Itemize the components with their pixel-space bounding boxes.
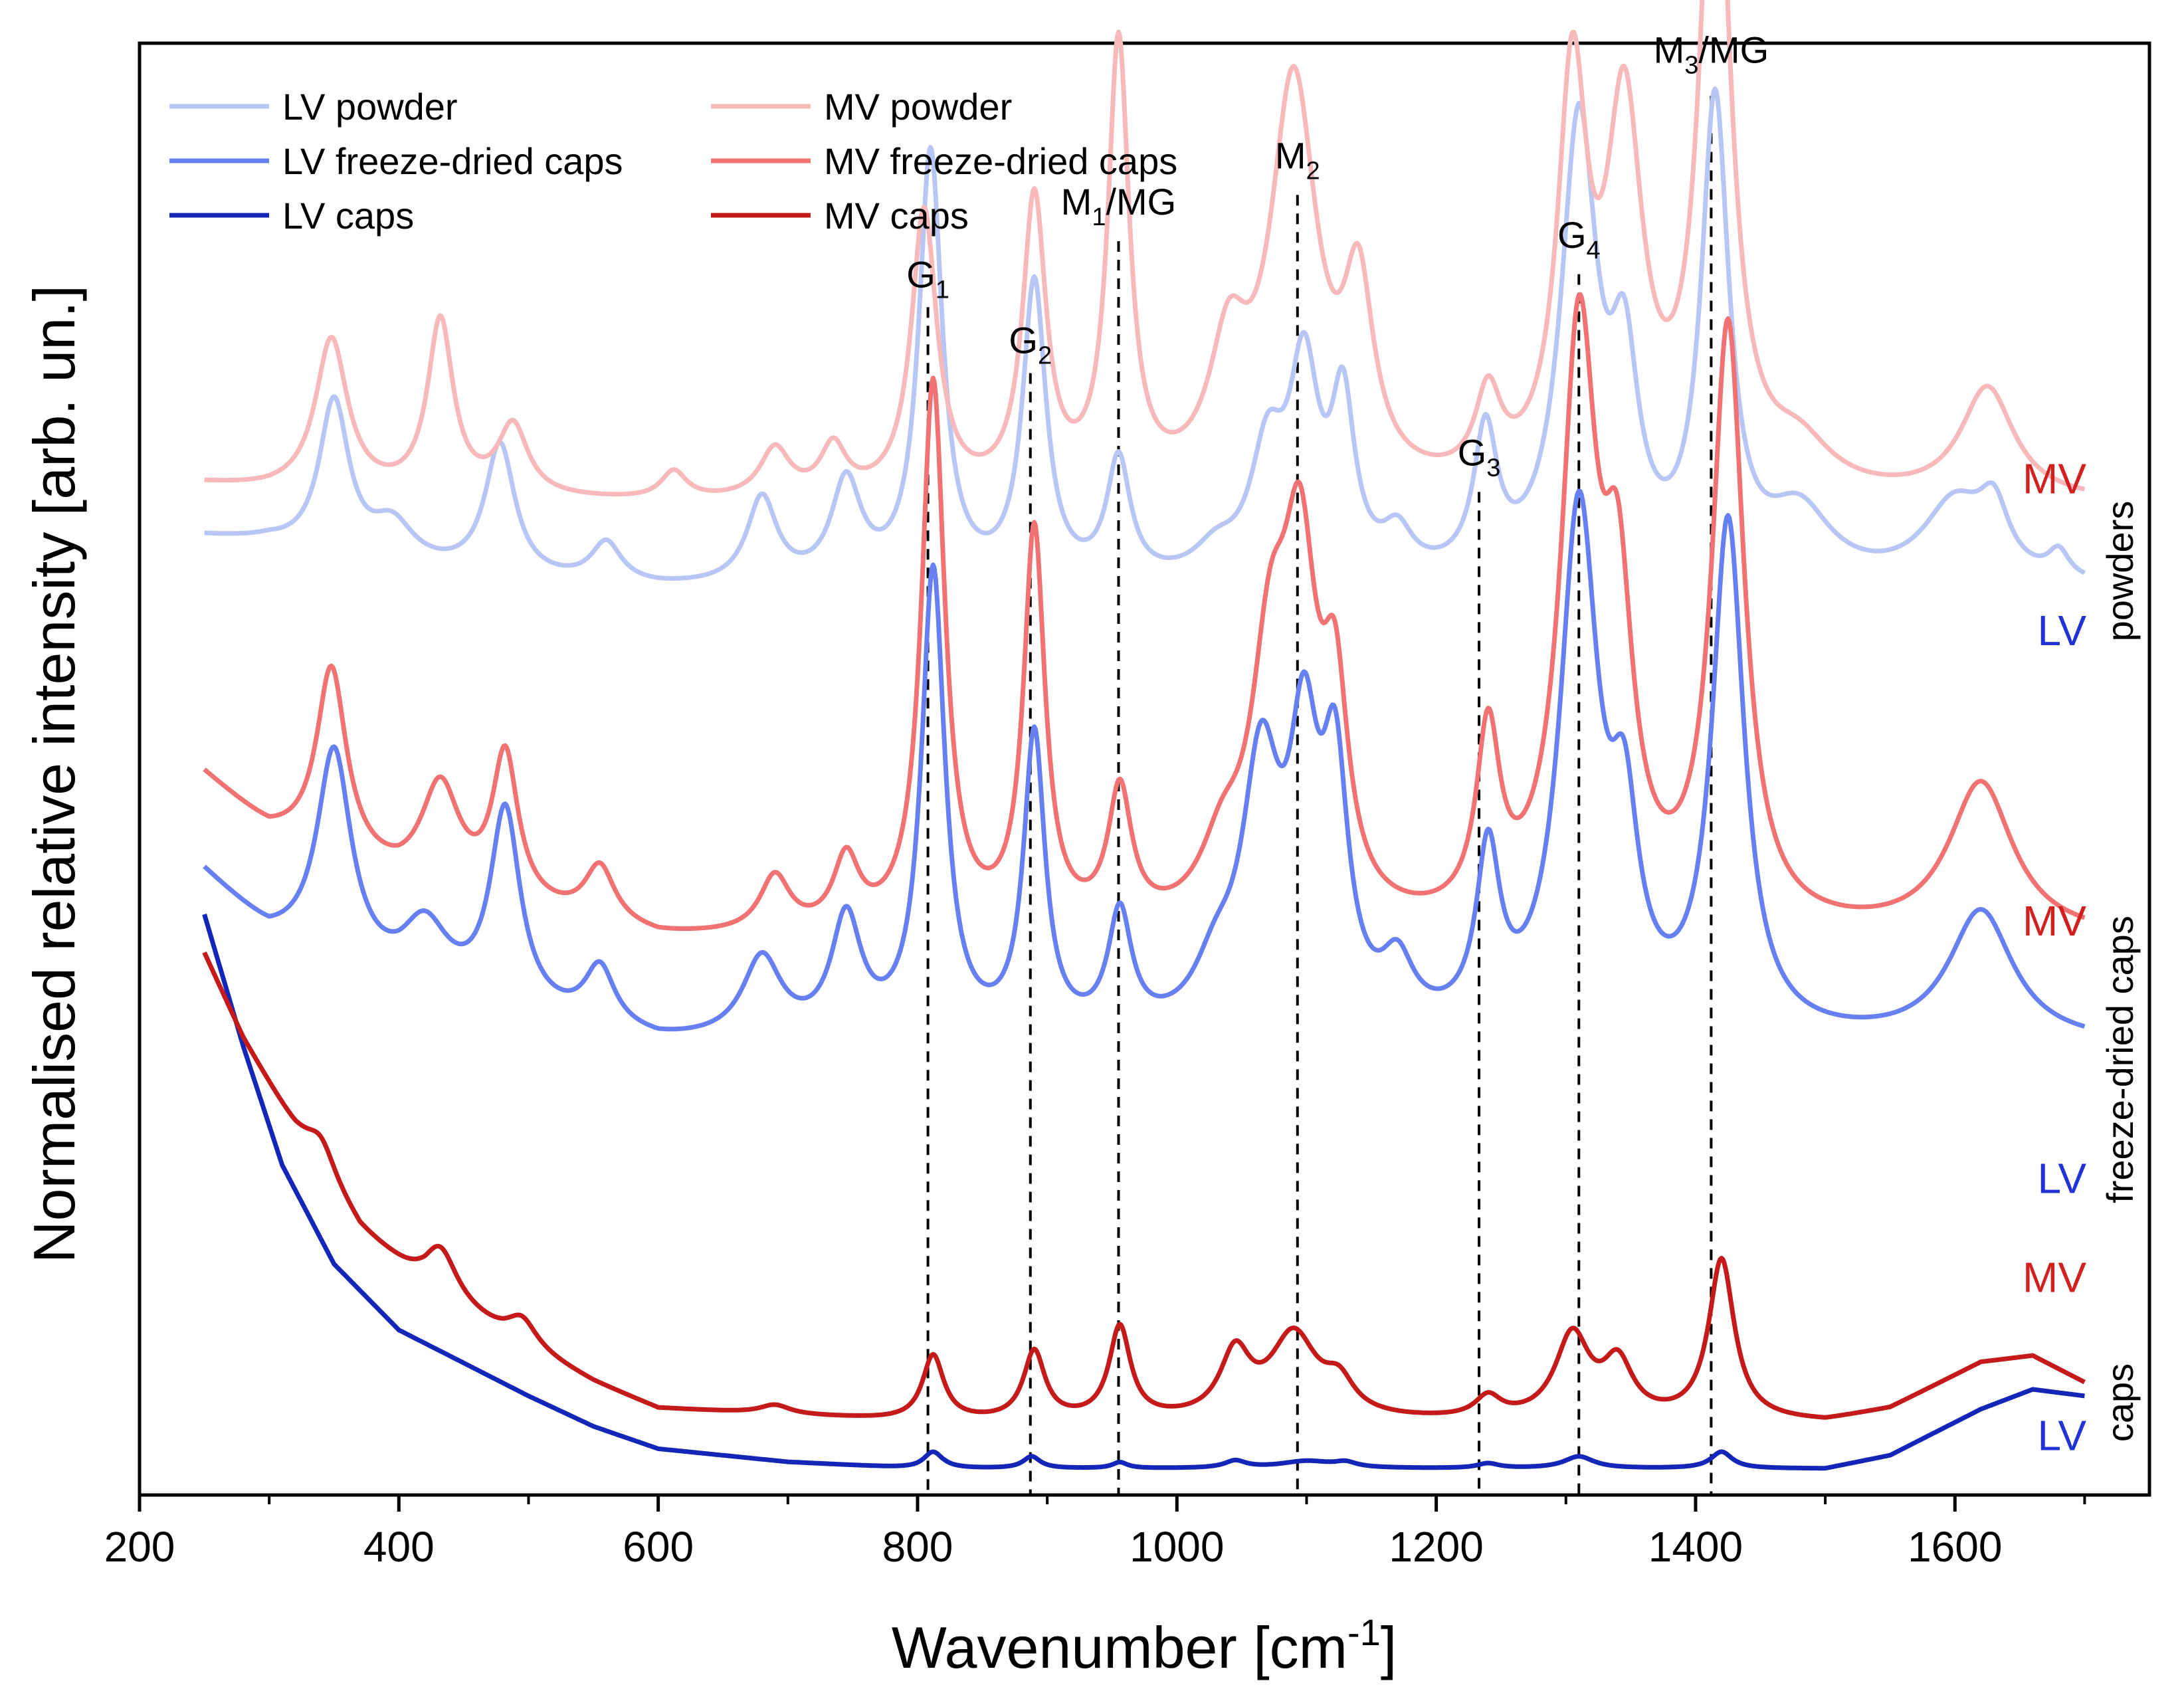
series-line-mv-freeze-dried-caps [203, 292, 2086, 932]
series-label: LV [2037, 1154, 2086, 1202]
x-tick-label: 400 [363, 1523, 435, 1571]
x-tick-label: 1200 [1389, 1523, 1483, 1571]
peak-label: M1/MG [1061, 181, 1177, 231]
legend-label: LV powder [282, 86, 458, 128]
x-tick-label: 600 [623, 1523, 694, 1571]
peak-labels: G1 G2 M1/MG M2 G3 G4 M3/MG [906, 29, 1769, 482]
peak-label: M3/MG [1654, 29, 1769, 80]
series-line-lv-powder [203, 86, 2086, 581]
series-label: MV [2023, 897, 2086, 945]
group-label: powders [2099, 501, 2141, 642]
x-tick-label: 1000 [1130, 1523, 1224, 1571]
series-label: LV [2037, 1412, 2086, 1460]
x-tick-label: 200 [104, 1523, 175, 1571]
spectra-lines [202, 0, 2086, 1471]
x-axis-ticks: 200 400 600 800 1000 1200 1400 1600 [104, 1495, 2086, 1571]
series-label: MV [2023, 1253, 2086, 1301]
peak-label: M2 [1275, 135, 1320, 185]
peak-label: G1 [906, 253, 949, 304]
x-axis-label: Wavenumber [cm-1] [892, 1611, 1397, 1680]
x-tick-label: 800 [882, 1523, 953, 1571]
group-label: freeze-dried caps [2099, 916, 2141, 1203]
y-axis-label: Normalised relative intensity [arb. un.] [21, 285, 87, 1263]
x-tick-label: 1400 [1648, 1523, 1743, 1571]
x-tick-label: 1600 [1908, 1523, 2002, 1571]
series-line-lv-caps [202, 914, 2086, 1471]
peak-label: G3 [1458, 432, 1501, 482]
series-line-lv-freeze-dried-caps [203, 488, 2086, 1032]
legend-label: LV caps [282, 195, 414, 237]
legend-label: MV powder [824, 86, 1012, 128]
group-label: caps [2099, 1363, 2141, 1442]
series-line-mv-powder [203, 0, 2086, 497]
peak-label: G4 [1557, 214, 1601, 264]
group-labels: powders freeze-dried caps caps [2099, 501, 2141, 1442]
series-label: LV [2037, 607, 2086, 654]
peak-label: G2 [1009, 320, 1052, 370]
legend-label: LV freeze-dried caps [282, 140, 623, 182]
series-labels: MV LV MV LV MV LV [2023, 455, 2086, 1460]
series-label: MV [2023, 455, 2086, 503]
series-line-mv-caps [202, 951, 2086, 1420]
legend-label: MV caps [824, 195, 969, 237]
legend-label: MV freeze-dried caps [824, 140, 1177, 182]
plot-frame [138, 41, 2151, 1497]
legend: LV powder LV freeze-dried caps LV caps MV p… [169, 86, 1177, 237]
